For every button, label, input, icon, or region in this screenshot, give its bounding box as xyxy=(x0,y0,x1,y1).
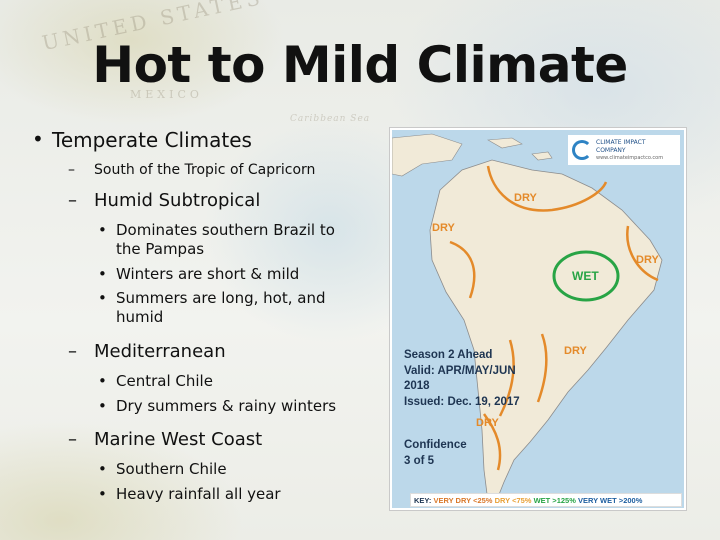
logo-swirl-icon xyxy=(572,140,592,160)
bullet-item: Dry summers & rainy winters xyxy=(30,397,360,416)
dry-zone-north xyxy=(486,165,608,212)
zone-label-dry-south-east: DRY xyxy=(564,345,587,357)
logo-name: CLIMATE IMPACT COMPANY xyxy=(596,138,646,154)
dry-zone-east xyxy=(626,225,659,282)
map-legend: KEY: VERY DRY <25% DRY <75% WET >125% VE… xyxy=(410,493,682,507)
season-year: 2018 xyxy=(404,380,430,393)
section-mediterranean: Mediterranean xyxy=(30,341,360,362)
bullet-item: Central Chile xyxy=(30,372,360,391)
season-valid: Valid: APR/MAY/JUN xyxy=(404,364,516,377)
confidence-info: Confidence 3 of 5 xyxy=(404,438,467,469)
bullet-item: Winters are short & mild xyxy=(30,265,360,284)
south-america-land xyxy=(429,159,663,503)
bg-label-caribbean: Caribbean Sea xyxy=(290,114,371,124)
legend-very-dry: VERY DRY <25% xyxy=(433,496,493,505)
bullet-item: Heavy rainfall all year xyxy=(30,485,360,504)
legend-label: KEY: xyxy=(414,496,432,505)
legend-very-wet: VERY WET >200% xyxy=(577,496,643,505)
bullet-item: Southern Chile xyxy=(30,460,360,479)
bg-label-mexico: MEXICO xyxy=(130,88,203,101)
dry-zone-south xyxy=(482,339,515,471)
zone-label-dry-east: DRY xyxy=(636,254,659,266)
wet-zone xyxy=(552,250,620,302)
section-marine-west-coast: Marine West Coast xyxy=(30,429,360,450)
dry-zone-south-east xyxy=(536,333,548,403)
zone-label-wet: WET xyxy=(572,269,599,283)
season-title: Season 2 Ahead xyxy=(404,349,493,361)
map-graphic xyxy=(392,133,663,503)
confidence-title: Confidence xyxy=(404,439,467,451)
company-logo: CLIMATE IMPACT COMPANY www.climateimpact… xyxy=(568,135,680,165)
legend-dry: DRY <75% xyxy=(494,496,532,505)
outline-heading: Temperate Climates xyxy=(30,127,360,152)
outline-intro: South of the Tropic of Capricorn xyxy=(30,162,360,178)
bullet-item: Summers are long, hot, and humid xyxy=(30,289,360,327)
central-america-land xyxy=(392,133,463,177)
confidence-value: 3 of 5 xyxy=(404,454,435,467)
zone-label-dry-west: DRY xyxy=(432,222,455,234)
logo-url: www.climateimpactco.com xyxy=(596,154,664,161)
climate-forecast-map: CLIMATE IMPACT COMPANY www.climateimpact… xyxy=(390,128,686,510)
season-info: Season 2 Ahead Valid: APR/MAY/JUN 2018 I… xyxy=(404,348,520,410)
caribbean-islands xyxy=(487,137,553,161)
season-issued: Issued: Dec. 19, 2017 xyxy=(404,395,520,408)
section-humid-subtropical: Humid Subtropical xyxy=(30,190,360,211)
zone-label-dry-south: DRY xyxy=(476,417,499,429)
zone-label-dry-north: DRY xyxy=(514,192,537,204)
dry-zone-west xyxy=(449,240,476,299)
legend-wet: WET >125% xyxy=(533,496,576,505)
bullet-item: Dominates southern Brazil to the Pampas xyxy=(30,221,360,259)
slide-title: Hot to Mild Climate xyxy=(92,36,628,94)
outline: Temperate Climates South of the Tropic o… xyxy=(30,127,360,510)
